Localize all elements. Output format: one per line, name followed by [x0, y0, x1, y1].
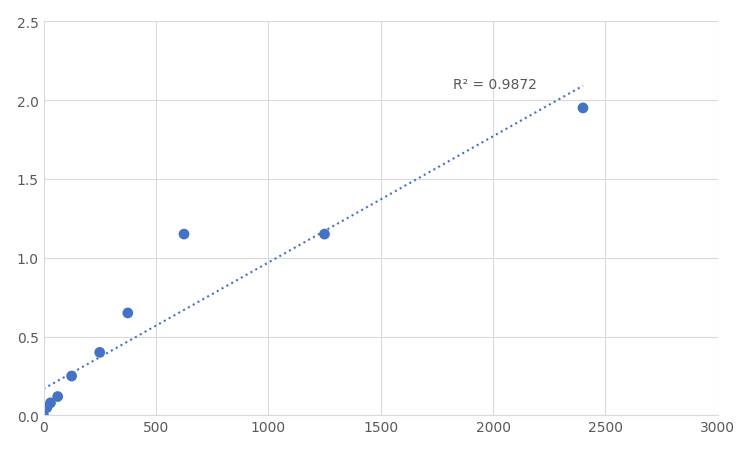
Point [178, 231, 190, 238]
Point [44, 399, 56, 406]
Text: R² = 0.9872: R² = 0.9872 [453, 78, 536, 92]
Point [41, 404, 53, 411]
Point [94, 349, 106, 356]
Point [319, 231, 331, 238]
Point [38, 412, 50, 419]
Point [65, 373, 77, 380]
Point [52, 393, 64, 400]
Point [122, 310, 134, 317]
Point [577, 105, 589, 112]
